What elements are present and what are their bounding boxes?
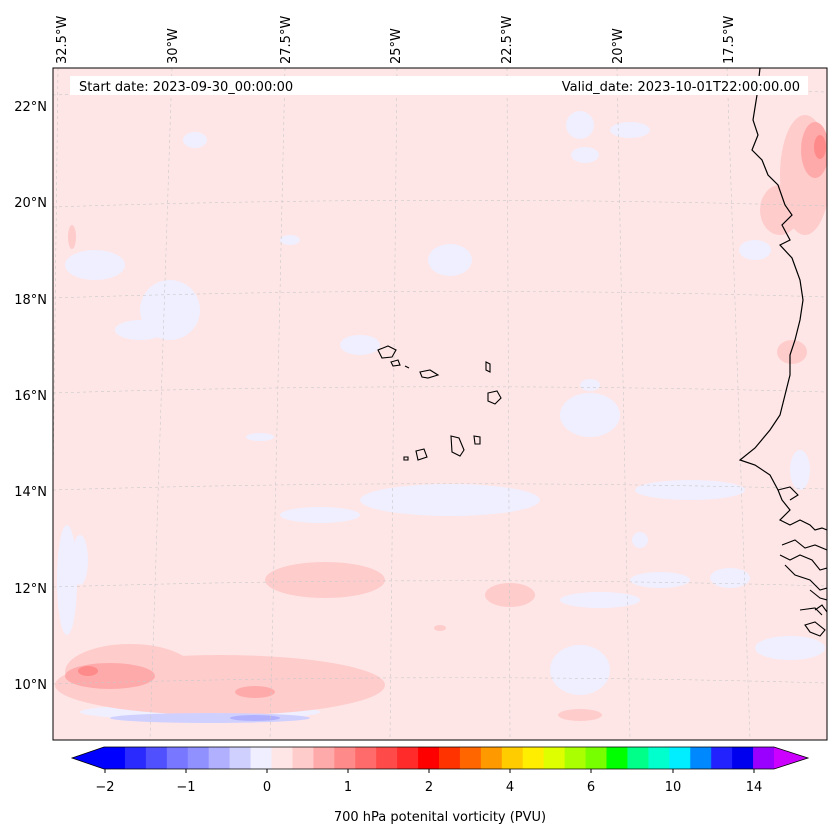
colorbar-cell (648, 747, 670, 769)
colorbar: −2 −1 0 1 2 4 6 10 14 700 hPa potenital … (70, 746, 810, 825)
west-africa-detail-coast (777, 486, 827, 637)
colorbar-cell (753, 747, 775, 769)
lat-label: 10°N (14, 678, 47, 693)
colorbar-tick-label: 14 (746, 780, 763, 795)
map-frame (52, 67, 828, 741)
colorbar-tick-label: −1 (176, 780, 195, 795)
strong-pv-patches (78, 135, 826, 676)
colorbar-cell (124, 747, 147, 769)
colorbar-cell (208, 747, 231, 769)
valid-date-text: Valid_date: 2023-10-01T22:00:00.00 (562, 80, 800, 95)
lon-label: 27.5°W (279, 16, 294, 64)
lat-label: 20°N (14, 196, 47, 211)
header-box (70, 76, 808, 95)
colorbar-tick-label: 6 (587, 780, 595, 795)
africa-coastline (738, 68, 827, 531)
colorbar-cell (564, 747, 587, 769)
colorbar-cell (606, 747, 628, 769)
colorbar-cell (711, 747, 733, 769)
start-date-text: Start date: 2023-09-30_00:00:00 (79, 80, 293, 95)
colorbar-cell (690, 747, 712, 769)
colorbar-tick-label: 1 (344, 780, 352, 795)
colorbar-cell (313, 747, 335, 769)
colorbar-cell (418, 747, 440, 769)
pv-contour-field (53, 68, 827, 740)
cape-verde-islands (377, 345, 502, 461)
moderate-pv-patches (65, 122, 827, 698)
latitude-labels: 22°N 20°N 18°N 16°N 14°N 12°N 10°N (14, 100, 47, 693)
colorbar-tick-label: 2 (425, 780, 433, 795)
colorbar-cell (292, 747, 314, 769)
colorbar-tick-label: −2 (95, 780, 114, 795)
lon-label: 17.5°W (722, 16, 737, 64)
colorbar-cell (522, 747, 545, 769)
colorbar-title: 700 hPa potenital vorticity (PVU) (334, 810, 546, 825)
colorbar-tick-label: 4 (506, 780, 514, 795)
colorbar-cell (669, 747, 691, 769)
negative-band-south (110, 713, 310, 723)
colorbar-cell (585, 747, 607, 769)
colorbar-cell (627, 747, 649, 769)
colorbar-cell (271, 747, 293, 769)
lat-label: 18°N (14, 293, 47, 308)
colorbar-cell (501, 747, 524, 769)
colorbar-cell (229, 747, 252, 769)
colorbar-cell (732, 747, 754, 769)
colorbar-cell (376, 747, 398, 769)
graticule (53, 68, 827, 740)
colorbar-tick-label: 10 (665, 780, 682, 795)
colorbar-extend-min (72, 747, 104, 769)
lat-label: 22°N (14, 100, 47, 115)
colorbar-cell (187, 747, 210, 769)
longitude-labels: 32.5°W 30°W 27.5°W 25°W 22.5°W 20°W 17.5… (55, 16, 737, 64)
lat-label: 14°N (14, 485, 47, 500)
colorbar-extend-max (774, 747, 808, 769)
lon-label: 20°W (611, 28, 626, 64)
colorbar-cell (334, 747, 356, 769)
lat-label: 16°N (14, 389, 47, 404)
colorbar-cell (355, 747, 377, 769)
colorbar-cell (145, 747, 168, 769)
lat-label: 12°N (14, 582, 47, 597)
colorbar-cell (439, 747, 461, 769)
colorbar-cell (166, 747, 189, 769)
colorbar-cell (543, 747, 566, 769)
colorbar-cell (397, 747, 419, 769)
colorbar-cell (250, 747, 272, 769)
lon-label: 25°W (389, 28, 404, 64)
colorbar-cell (459, 747, 482, 769)
lon-label: 22.5°W (500, 16, 515, 64)
lon-label: 30°W (166, 28, 181, 64)
map-panel (53, 68, 827, 740)
colorbar-outline (70, 746, 810, 770)
colorbar-tick-label: 0 (263, 780, 271, 795)
colorbar-cell (480, 747, 503, 769)
lon-label: 32.5°W (55, 16, 70, 64)
colorbar-cell (104, 747, 126, 769)
